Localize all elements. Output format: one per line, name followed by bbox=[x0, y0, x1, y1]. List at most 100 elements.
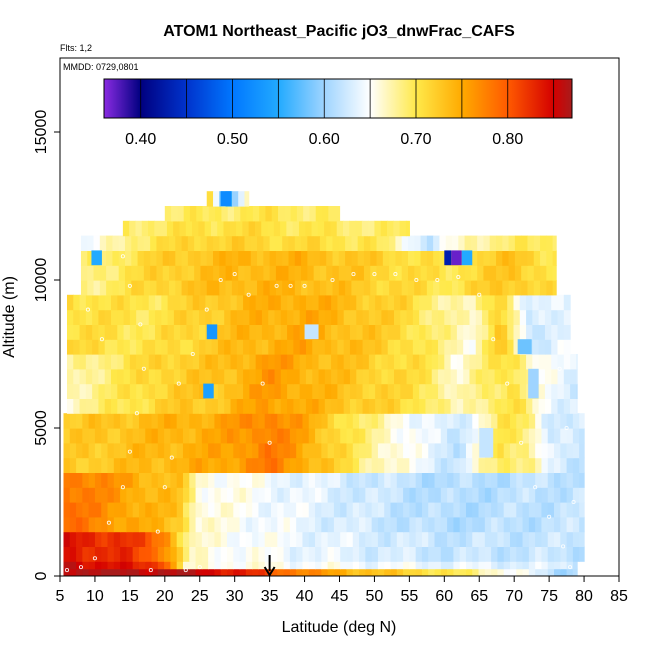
heatmap-cell bbox=[69, 546, 77, 562]
heatmap-cell bbox=[255, 354, 263, 370]
heatmap-cell bbox=[113, 442, 121, 459]
heatmap-cell bbox=[132, 546, 140, 562]
heatmap-cell bbox=[131, 265, 139, 281]
heatmap-cell bbox=[208, 568, 216, 576]
heatmap-cell bbox=[252, 516, 260, 533]
heatmap-cell bbox=[243, 368, 250, 385]
heatmap-cell bbox=[101, 442, 109, 459]
heatmap-cell bbox=[509, 568, 517, 576]
heatmap-cell bbox=[554, 487, 561, 503]
heatmap-cell bbox=[173, 354, 181, 370]
heatmap-cell bbox=[343, 398, 351, 414]
heatmap-cell bbox=[519, 294, 527, 311]
heatmap-cell bbox=[333, 457, 341, 473]
heatmap-cell bbox=[507, 398, 515, 414]
heatmap-cell bbox=[308, 516, 316, 533]
heatmap-cell bbox=[415, 531, 423, 547]
heatmap-cell bbox=[321, 516, 329, 533]
heatmap-cell bbox=[551, 368, 559, 385]
heatmap-cell bbox=[98, 294, 106, 311]
heatmap-cell bbox=[208, 413, 216, 429]
heatmap-cell bbox=[475, 339, 483, 355]
heatmap-cell bbox=[120, 546, 127, 562]
heatmap-cell bbox=[88, 502, 96, 518]
heatmap-cell bbox=[403, 531, 410, 547]
heatmap-cell bbox=[99, 265, 107, 281]
heatmap-cell bbox=[516, 568, 524, 576]
heatmap-cell bbox=[513, 294, 521, 311]
heatmap-cell bbox=[271, 531, 278, 547]
heatmap-cell bbox=[381, 398, 389, 414]
heatmap-cell bbox=[563, 294, 571, 311]
heatmap-cell bbox=[277, 472, 285, 488]
colorbar-tick-label: 0.60 bbox=[309, 131, 340, 148]
heatmap-cell bbox=[557, 398, 565, 414]
heatmap-cell bbox=[421, 502, 429, 518]
heatmap-cell bbox=[340, 546, 348, 562]
heatmap-cell bbox=[557, 339, 565, 355]
heatmap-cell bbox=[440, 457, 448, 473]
heatmap-cell bbox=[189, 428, 197, 444]
heatmap-cell bbox=[381, 294, 389, 311]
heatmap-cell bbox=[421, 457, 429, 473]
heatmap-cell bbox=[528, 516, 536, 533]
heatmap-cell bbox=[403, 413, 410, 429]
heatmap-cell bbox=[167, 339, 175, 355]
heatmap-cell bbox=[425, 309, 433, 325]
heatmap-cell bbox=[576, 354, 578, 370]
heatmap-cell bbox=[307, 265, 315, 281]
heatmap-cell bbox=[275, 280, 283, 296]
heatmap-cell bbox=[85, 339, 93, 355]
heatmap-cell bbox=[544, 309, 552, 325]
heatmap-cell bbox=[356, 383, 364, 399]
x-axis: 5 10 15 20 25 30 35 40 45 50 55 60 65 70 75 80 85 bbox=[56, 576, 628, 605]
heatmap-cell bbox=[113, 502, 121, 518]
heatmap-cell bbox=[170, 487, 178, 503]
heatmap-cell bbox=[280, 220, 287, 237]
heatmap-cell bbox=[170, 531, 178, 547]
heatmap-cell bbox=[302, 531, 310, 547]
heatmap-cell bbox=[365, 516, 373, 533]
heatmap-cell bbox=[318, 368, 326, 385]
heatmap-cell bbox=[532, 354, 540, 370]
heatmap-cell bbox=[73, 368, 81, 385]
heatmap-cell bbox=[572, 472, 580, 488]
heatmap-cell bbox=[308, 487, 316, 503]
heatmap-cell bbox=[211, 339, 219, 355]
heatmap-cell bbox=[181, 235, 189, 251]
heatmap-cell bbox=[227, 502, 234, 518]
heatmap-cell bbox=[551, 339, 559, 355]
heatmap-cell bbox=[269, 250, 277, 266]
heatmap-cell bbox=[500, 324, 508, 340]
heatmap-cell bbox=[258, 413, 266, 429]
heatmap-cell bbox=[206, 280, 214, 296]
heatmap-cell bbox=[249, 339, 257, 355]
heatmap-cell bbox=[409, 487, 417, 503]
heatmap-cell bbox=[439, 265, 447, 281]
heatmap-cell bbox=[431, 383, 439, 399]
heatmap-cell bbox=[566, 413, 574, 429]
heatmap-cell bbox=[192, 354, 200, 370]
heatmap-cell bbox=[472, 516, 480, 533]
heatmap-cell bbox=[554, 428, 561, 444]
heatmap-cell bbox=[98, 354, 106, 370]
heatmap-cell bbox=[63, 561, 71, 570]
heatmap-cell bbox=[514, 265, 522, 281]
heatmap-cell bbox=[488, 294, 496, 311]
heatmap-cell bbox=[478, 546, 486, 562]
heatmap-cell bbox=[92, 324, 100, 340]
heatmap-cell bbox=[302, 487, 310, 503]
heatmap-cell bbox=[361, 220, 369, 237]
heatmap-cell bbox=[377, 502, 385, 518]
heatmap-cell bbox=[280, 368, 288, 385]
heatmap-cell bbox=[267, 220, 275, 237]
heatmap-cell bbox=[560, 546, 568, 562]
heatmap-cell bbox=[458, 265, 466, 281]
flight-point bbox=[138, 322, 143, 327]
heatmap-cell bbox=[375, 398, 383, 414]
heatmap-cell bbox=[488, 398, 496, 414]
heatmap-cell bbox=[254, 220, 262, 237]
heatmap-cell bbox=[390, 457, 398, 473]
heatmap-cell bbox=[132, 472, 140, 488]
heatmap-cell bbox=[450, 309, 458, 325]
